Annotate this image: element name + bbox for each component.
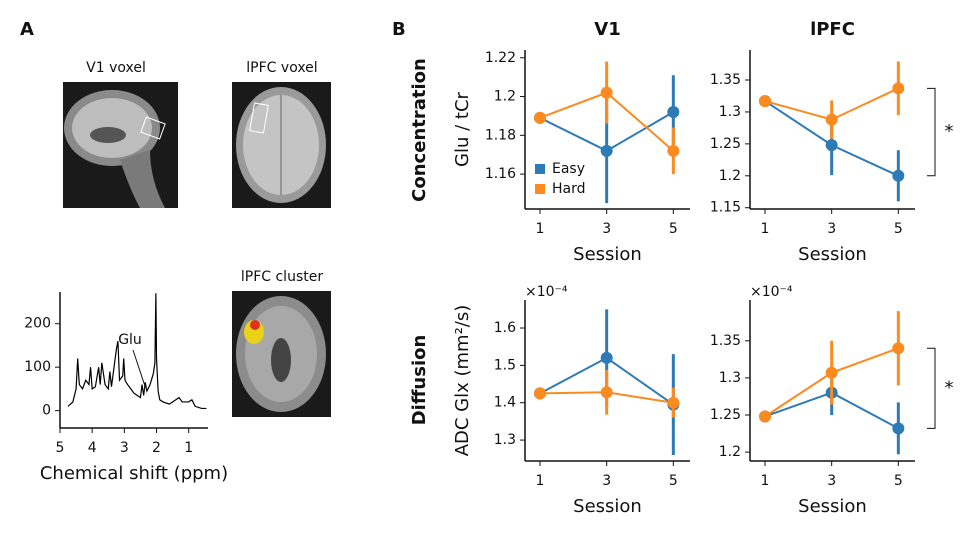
- y-multiplier: ×10⁻⁴: [525, 284, 568, 300]
- marker: [892, 82, 905, 95]
- marker: [892, 422, 905, 435]
- y-tick-label: 1.3: [494, 432, 516, 448]
- marker: [667, 106, 680, 119]
- x-tick-label: 5: [56, 440, 65, 456]
- x-axis-label: Session: [798, 244, 867, 265]
- marker: [825, 139, 838, 152]
- x-tick-label: 5: [894, 221, 903, 237]
- y-multiplier: ×10⁻⁴: [750, 284, 793, 300]
- mri-axial: [232, 82, 331, 208]
- marker: [667, 144, 680, 157]
- chart-title: V1: [594, 19, 620, 40]
- x-tick-label: 5: [894, 473, 903, 489]
- spectrum-line: [67, 293, 207, 410]
- x-tick-label: 5: [669, 473, 678, 489]
- marker: [600, 351, 613, 364]
- row-title: Diffusion: [409, 335, 430, 426]
- panel-label: B: [392, 19, 406, 40]
- legend-label: Hard: [552, 181, 586, 197]
- y-tick-label: 1.4: [494, 395, 516, 411]
- x-tick-label: 1: [536, 221, 545, 237]
- row-title: Concentration: [409, 58, 430, 202]
- marker: [759, 95, 771, 108]
- y-tick-label: 200: [24, 316, 51, 332]
- legend-swatch: [535, 164, 545, 174]
- y-tick-label: 1.2: [719, 168, 741, 184]
- marker: [759, 410, 771, 423]
- x-tick-label: 3: [120, 440, 129, 456]
- chart-title: lPFC: [810, 19, 855, 40]
- x-axis-label: Session: [798, 496, 867, 517]
- x-tick-label: 3: [602, 221, 611, 237]
- marker: [600, 86, 613, 99]
- x-tick-label: 3: [827, 473, 836, 489]
- x-axis-label: Chemical shift (ppm): [40, 463, 228, 484]
- y-tick-label: 1.15: [710, 200, 741, 216]
- x-tick-label: 4: [88, 440, 97, 456]
- x-tick-label: 2: [152, 440, 161, 456]
- y-tick-label: 1.18: [485, 127, 516, 143]
- marker: [534, 111, 546, 124]
- mri-sagittal: [63, 82, 178, 208]
- annotation: Glu: [118, 332, 142, 348]
- x-tick-label: 1: [536, 473, 545, 489]
- legend-label: Easy: [552, 161, 585, 177]
- y-tick-label: 1.25: [710, 136, 741, 152]
- x-axis-label: Session: [573, 244, 642, 265]
- y-tick-label: 1.6: [494, 320, 516, 336]
- y-tick-label: 1.3: [719, 104, 741, 120]
- x-tick-label: 1: [761, 473, 770, 489]
- marker: [600, 144, 613, 157]
- y-axis-label: ADC Glx (mm²/s): [452, 305, 473, 457]
- y-tick-label: 1.5: [494, 357, 516, 373]
- y-tick-label: 100: [24, 359, 51, 375]
- x-axis-label: Session: [573, 496, 642, 517]
- y-tick-label: 1.25: [710, 407, 741, 423]
- marker: [825, 113, 838, 126]
- image-title: lPFC voxel: [246, 60, 317, 76]
- x-tick-label: 1: [184, 440, 193, 456]
- y-tick-label: 1.35: [710, 72, 741, 88]
- mri-cluster: [232, 291, 331, 417]
- x-tick-label: 3: [602, 473, 611, 489]
- annotation-arrow: [132, 349, 146, 386]
- marker: [534, 387, 546, 400]
- y-tick-label: 1.16: [485, 166, 516, 182]
- image-title: V1 voxel: [86, 60, 146, 76]
- marker: [667, 396, 680, 409]
- y-tick-label: 0: [42, 403, 51, 419]
- marker: [892, 169, 905, 182]
- y-tick-label: 1.2: [719, 444, 741, 460]
- marker: [892, 342, 905, 355]
- significance-bracket: [927, 87, 936, 177]
- significance-bracket: [927, 347, 936, 429]
- image-title: lPFC cluster: [241, 269, 323, 285]
- marker: [600, 386, 613, 399]
- x-tick-label: 1: [761, 221, 770, 237]
- y-axis-label: Glu / tCr: [452, 91, 473, 166]
- panel-label: A: [20, 19, 34, 40]
- marker: [825, 366, 838, 379]
- y-tick-label: 1.3: [719, 370, 741, 386]
- significance-star: *: [945, 121, 954, 142]
- x-tick-label: 5: [669, 221, 678, 237]
- y-tick-label: 1.35: [710, 333, 741, 349]
- x-tick-label: 3: [827, 221, 836, 237]
- y-tick-label: 1.2: [494, 89, 516, 105]
- significance-star: *: [945, 377, 954, 398]
- y-tick-label: 1.22: [485, 50, 516, 66]
- legend-swatch: [535, 184, 545, 194]
